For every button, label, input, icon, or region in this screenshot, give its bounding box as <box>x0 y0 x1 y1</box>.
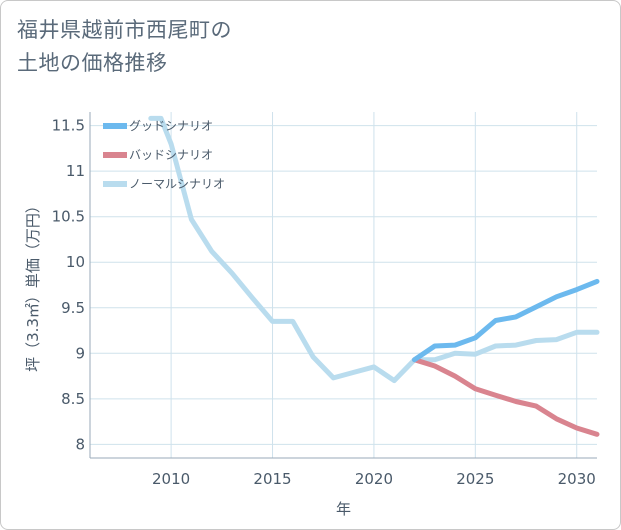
series-line-bad <box>412 357 600 437</box>
title-line-1: 福井県越前市西尾町の <box>17 18 232 42</box>
grid <box>90 112 597 458</box>
series-line-normal <box>148 115 600 384</box>
x-tick-label: 2010 <box>152 470 190 488</box>
series-line-good <box>412 278 600 363</box>
y-tick-label: 9.5 <box>61 299 85 317</box>
legend-label-normal: ノーマルシナリオ <box>129 177 225 191</box>
x-tick-label: 2025 <box>456 470 494 488</box>
y-tick-label: 10.5 <box>52 208 85 226</box>
y-tick-label: 8 <box>75 435 85 453</box>
series-lines <box>148 115 600 437</box>
x-tick-label: 2015 <box>253 470 291 488</box>
y-tick-label: 11 <box>66 162 85 180</box>
y-axis-title: 坪（3.3㎡）単価（万円） <box>24 198 42 372</box>
legend-label-bad: バッドシナリオ <box>129 148 213 162</box>
tick-labels: 2010 2015 2020 2025 2030 8 8.5 9 9.5 10 10.5 11 11.5 <box>52 117 596 488</box>
y-tick-label: 11.5 <box>52 117 85 135</box>
title-line-2: 土地の価格推移 <box>17 51 168 75</box>
legend-label-good: グッドシナリオ <box>129 119 213 133</box>
y-tick-label: 8.5 <box>61 390 85 408</box>
x-axis-title: 年 <box>336 500 351 518</box>
x-tick-label: 2020 <box>355 470 393 488</box>
x-tick-label: 2030 <box>558 470 596 488</box>
y-tick-label: 9 <box>75 344 85 362</box>
chart-title: 福井県越前市西尾町の 土地の価格推移 <box>17 14 232 80</box>
y-tick-label: 10 <box>66 253 85 271</box>
axes <box>89 112 597 459</box>
